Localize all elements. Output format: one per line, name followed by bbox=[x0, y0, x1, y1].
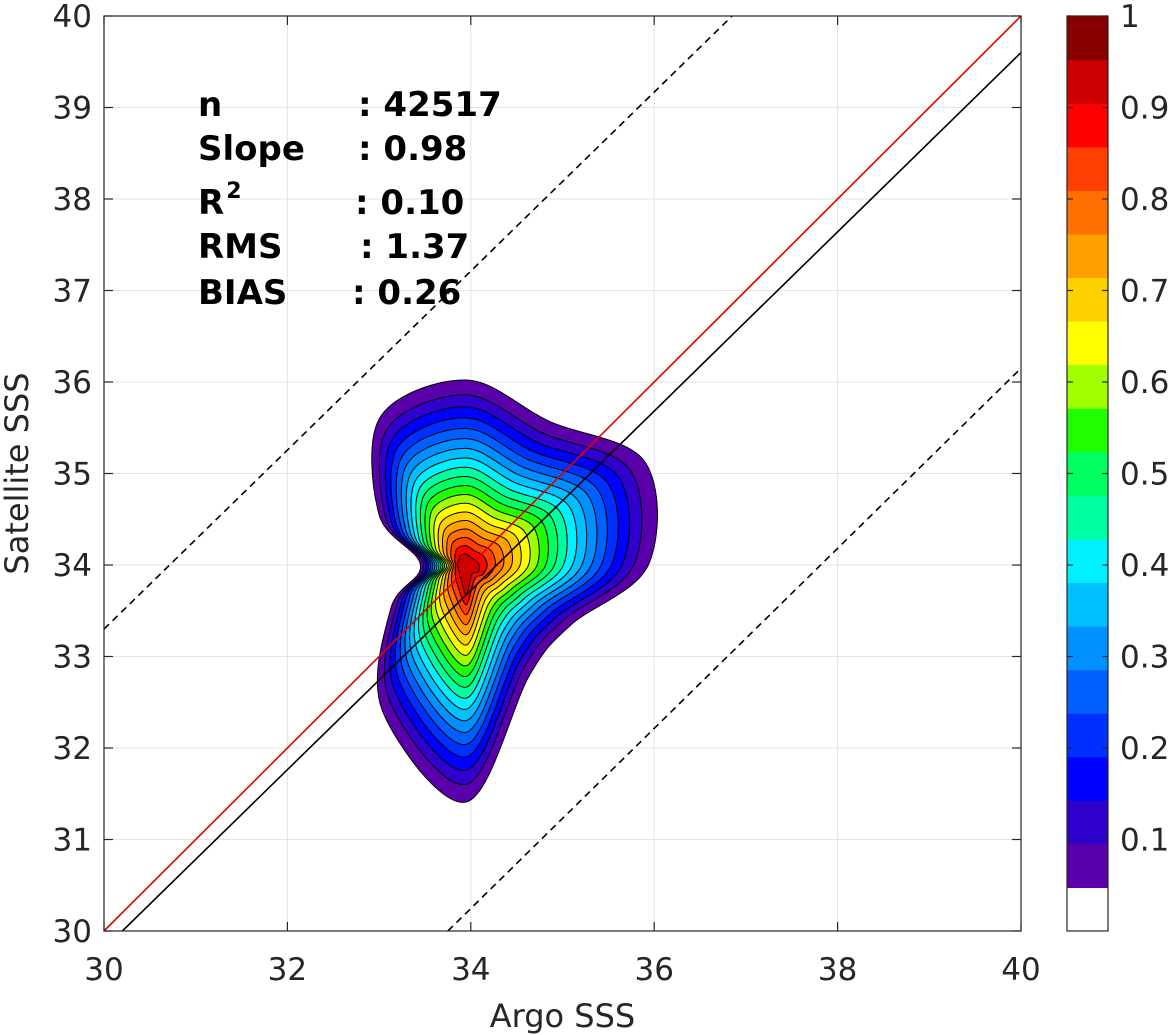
x-axis-label: Argo SSS bbox=[490, 997, 635, 1035]
x-axis-ticks: 30 32 34 36 38 40 bbox=[84, 16, 1041, 988]
colorbar-tick-label: 0.7 bbox=[1120, 274, 1169, 310]
x-tick-label: 30 bbox=[84, 952, 123, 988]
colorbar-segment bbox=[1067, 538, 1108, 584]
x-tick-label: 38 bbox=[818, 952, 857, 988]
colorbar-tick-label: 0.9 bbox=[1120, 91, 1169, 127]
colorbar-tick-label: 0.1 bbox=[1120, 823, 1169, 859]
colorbar-segment bbox=[1067, 451, 1108, 496]
stat-label: Slope bbox=[198, 129, 305, 169]
density-contours bbox=[371, 379, 658, 803]
colorbar-segment bbox=[1067, 408, 1108, 453]
colorbar-segment bbox=[1067, 713, 1108, 758]
x-tick-label: 40 bbox=[1001, 952, 1040, 988]
x-tick-label: 34 bbox=[451, 952, 490, 988]
colorbar-segment bbox=[1067, 800, 1108, 845]
upper-dashed-line bbox=[103, 15, 733, 630]
colorbar-tick-label: 0.6 bbox=[1120, 365, 1169, 401]
colorbar-segment bbox=[1067, 233, 1108, 279]
stat-value: : 0.26 bbox=[352, 273, 461, 313]
y-tick-label: 34 bbox=[53, 548, 92, 584]
one-to-one-line bbox=[103, 15, 1022, 932]
colorbar-tick-label: 0.4 bbox=[1120, 548, 1169, 584]
y-axis-ticks: 30 31 32 33 34 35 36 37 38 39 40 bbox=[53, 0, 1021, 950]
colorbar-segment bbox=[1067, 887, 1108, 932]
y-tick-label: 38 bbox=[53, 182, 92, 218]
colorbar-segment bbox=[1067, 16, 1108, 61]
colorbar-segment bbox=[1067, 146, 1108, 191]
colorbar-segment bbox=[1067, 669, 1108, 714]
regression-line bbox=[121, 52, 1022, 932]
colorbar-segment bbox=[1067, 582, 1108, 627]
stat-label: RMS bbox=[198, 227, 283, 267]
stat-label: n bbox=[198, 85, 222, 125]
colorbar-segment bbox=[1067, 495, 1108, 540]
colorbar-segment bbox=[1067, 321, 1108, 366]
y-tick-label: 40 bbox=[53, 0, 92, 35]
colorbar-tick-label: 0.2 bbox=[1120, 731, 1169, 767]
lower-dashed-line bbox=[447, 367, 1022, 932]
x-tick-label: 32 bbox=[268, 952, 307, 988]
stat-value: : 0.98 bbox=[358, 129, 467, 169]
colorbar-segment bbox=[1067, 103, 1108, 148]
y-tick-label: 36 bbox=[53, 365, 92, 401]
colorbar-tick-label: 1 bbox=[1120, 0, 1140, 35]
stat-value: : 0.10 bbox=[355, 183, 464, 223]
reference-lines bbox=[103, 15, 1022, 932]
colorbar-segment bbox=[1067, 626, 1108, 671]
colorbar-segment bbox=[1067, 277, 1108, 322]
colorbar-tick-label: 0.3 bbox=[1120, 640, 1169, 676]
y-axis-label: Satellite SSS bbox=[0, 372, 36, 574]
y-tick-label: 35 bbox=[53, 457, 92, 493]
colorbar-segment bbox=[1067, 756, 1108, 801]
y-tick-label: 32 bbox=[53, 731, 92, 767]
y-tick-label: 31 bbox=[53, 823, 92, 859]
x-tick-label: 36 bbox=[634, 952, 673, 988]
stat-value: : 42517 bbox=[358, 85, 502, 125]
y-tick-label: 39 bbox=[53, 91, 92, 127]
statistics-panel: n : 42517 Slope : 0.98 R2 : 0.10 RMS : 1.37 BIAS… bbox=[198, 85, 502, 313]
colorbar-segment bbox=[1067, 190, 1108, 235]
stat-label: R2 bbox=[198, 179, 242, 223]
colorbar: 0.1 0.2 0.3 0.4 0.5 0.6 0.7 0.8 0.9 1 bbox=[1066, 0, 1169, 932]
stat-label: BIAS bbox=[198, 273, 287, 313]
colorbar-segment bbox=[1067, 364, 1108, 409]
y-tick-label: 37 bbox=[53, 274, 92, 310]
colorbar-tick-label: 0.5 bbox=[1120, 457, 1169, 493]
y-tick-label: 33 bbox=[53, 640, 92, 676]
colorbar-tick-label: 0.8 bbox=[1120, 182, 1169, 218]
colorbar-segment bbox=[1067, 59, 1108, 104]
colorbar-segment bbox=[1067, 843, 1108, 889]
stat-value: : 1.37 bbox=[360, 227, 469, 267]
y-tick-label: 30 bbox=[53, 914, 92, 950]
